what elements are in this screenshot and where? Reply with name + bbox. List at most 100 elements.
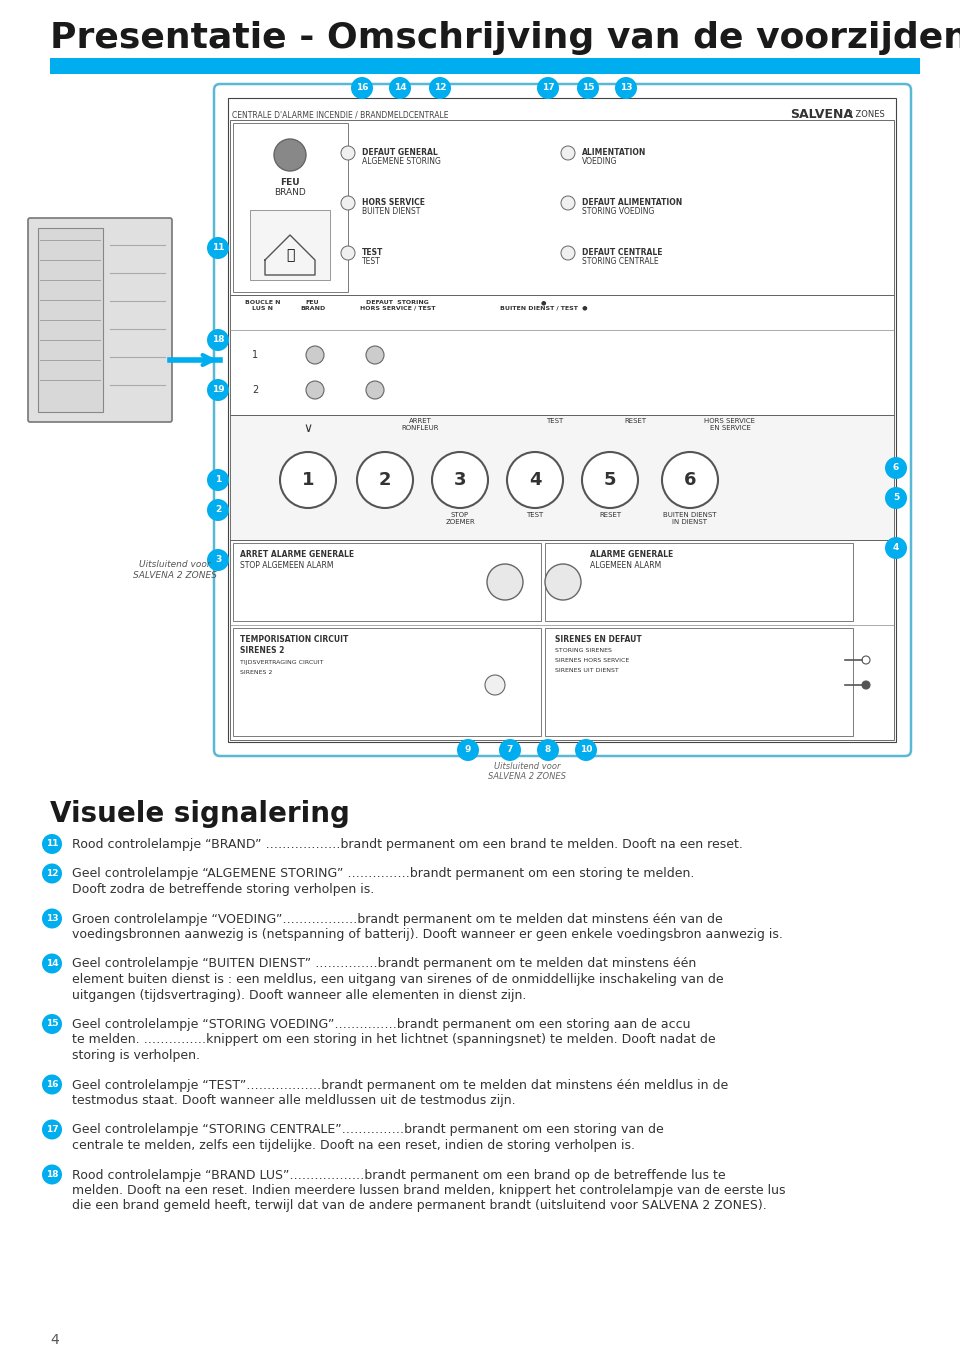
Text: 16: 16 [46, 1080, 59, 1089]
Circle shape [537, 77, 559, 99]
Text: STORING CENTRALE: STORING CENTRALE [582, 257, 659, 266]
Text: RESET: RESET [624, 419, 646, 424]
Text: te melden. ……………knippert om een storing in het lichtnet (spanningsnet) te melden: te melden. ……………knippert om een storing … [72, 1033, 715, 1046]
Circle shape [42, 863, 62, 883]
Circle shape [577, 77, 599, 99]
Circle shape [274, 139, 306, 171]
Bar [230, 295, 894, 414]
Text: BUITEN DIENST
IN DIENST: BUITEN DIENST IN DIENST [663, 512, 717, 525]
Text: VOEDING: VOEDING [582, 158, 617, 166]
Text: TEST: TEST [362, 257, 381, 266]
Text: BUITEN DIENST: BUITEN DIENST [362, 207, 420, 216]
Circle shape [582, 453, 638, 508]
Text: STORING SIRENES: STORING SIRENES [555, 648, 612, 654]
Circle shape [507, 453, 563, 508]
Text: FEU
BRAND: FEU BRAND [300, 300, 325, 311]
Text: TEMPORISATION CIRCUIT: TEMPORISATION CIRCUIT [240, 635, 348, 644]
Text: 14: 14 [394, 83, 406, 92]
Circle shape [42, 1120, 62, 1139]
Circle shape [207, 549, 229, 571]
Text: 10: 10 [580, 746, 592, 754]
Text: testmodus staat. Dooft wanneer alle meldlussen uit de testmodus zijn.: testmodus staat. Dooft wanneer alle meld… [72, 1094, 516, 1108]
Text: 14: 14 [46, 959, 59, 968]
Text: 18: 18 [46, 1170, 59, 1180]
Text: 19: 19 [212, 386, 225, 394]
Text: 🔥: 🔥 [286, 247, 294, 262]
Circle shape [207, 469, 229, 491]
Text: ALARME GENERALE: ALARME GENERALE [590, 550, 673, 559]
Bar [38, 228, 103, 412]
Text: voedingsbronnen aanwezig is (netspanning of batterij). Dooft wanneer er geen enk: voedingsbronnen aanwezig is (netspanning… [72, 928, 782, 940]
Text: STORING VOEDING: STORING VOEDING [582, 207, 655, 216]
Text: ●
BUITEN DIENST / TEST  ●: ● BUITEN DIENST / TEST ● [500, 300, 588, 311]
Circle shape [485, 675, 505, 694]
Circle shape [389, 77, 411, 99]
FancyBboxPatch shape [214, 84, 911, 756]
Circle shape [341, 246, 355, 260]
Text: 17: 17 [541, 83, 554, 92]
Text: 9: 9 [465, 746, 471, 754]
Bar [233, 124, 348, 292]
Text: 1: 1 [252, 351, 258, 360]
Circle shape [207, 236, 229, 260]
Circle shape [662, 453, 718, 508]
Text: 15: 15 [46, 1019, 59, 1029]
Text: Dooft zodra de betreffende storing verholpen is.: Dooft zodra de betreffende storing verho… [72, 883, 374, 896]
Text: TEST: TEST [362, 247, 383, 257]
Text: Geel controlelampje “ALGEMENE STORING” ……………brandt permanent om een storing te m: Geel controlelampje “ALGEMENE STORING” …… [72, 867, 694, 881]
Circle shape [306, 381, 324, 400]
Text: Uitsluitend voor
SALVENA 2 ZONES: Uitsluitend voor SALVENA 2 ZONES [488, 762, 566, 781]
Text: Rood controlelampje “BRAND LUS”………………brandt permanent om een brand op de betreff: Rood controlelampje “BRAND LUS”………………bra… [72, 1169, 726, 1181]
Circle shape [42, 954, 62, 973]
Text: melden. Dooft na een reset. Indien meerdere lussen brand melden, knippert het co: melden. Dooft na een reset. Indien meerd… [72, 1184, 785, 1197]
Bar [230, 540, 894, 741]
Text: Uitsluitend voor
SALVENA 2 ZONES: Uitsluitend voor SALVENA 2 ZONES [133, 560, 217, 580]
Text: uitgangen (tijdsvertraging). Dooft wanneer alle elementen in dienst zijn.: uitgangen (tijdsvertraging). Dooft wanne… [72, 988, 526, 1002]
Text: 2: 2 [379, 472, 392, 489]
Text: 15: 15 [582, 83, 594, 92]
Text: 2: 2 [215, 506, 221, 515]
Text: Geel controlelampje “TEST”………………brandt permanent om te melden dat minstens één m: Geel controlelampje “TEST”………………brandt p… [72, 1079, 729, 1091]
Circle shape [42, 1075, 62, 1094]
Text: SALVENA: SALVENA [790, 107, 853, 121]
Text: ALGEMEEN ALARM: ALGEMEEN ALARM [590, 561, 661, 569]
Text: SIRENES 2: SIRENES 2 [240, 670, 273, 675]
Text: 12: 12 [434, 83, 446, 92]
Bar [50, 58, 920, 73]
Circle shape [499, 739, 521, 761]
Circle shape [561, 246, 575, 260]
Text: 17: 17 [46, 1125, 59, 1133]
Circle shape [341, 145, 355, 160]
Text: ALIMENTATION: ALIMENTATION [582, 148, 646, 158]
Text: STOP ALGEMEEN ALARM: STOP ALGEMEEN ALARM [240, 561, 333, 569]
Text: Rood controlelampje “BRAND” ………………brandt permanent om een brand te melden. Dooft: Rood controlelampje “BRAND” ………………brandt… [72, 839, 743, 851]
Text: element buiten dienst is : een meldlus, een uitgang van sirenes of de onmiddelli: element buiten dienst is : een meldlus, … [72, 973, 724, 987]
Text: 2 ZONES: 2 ZONES [845, 110, 885, 120]
Circle shape [885, 457, 907, 478]
Bar [230, 120, 894, 295]
Text: storing is verholpen.: storing is verholpen. [72, 1049, 200, 1061]
Text: HORS SERVICE
EN SERVICE: HORS SERVICE EN SERVICE [705, 419, 756, 431]
Text: SIRENES 2: SIRENES 2 [240, 646, 284, 655]
Text: 4: 4 [50, 1333, 59, 1347]
Text: HORS SERVICE: HORS SERVICE [362, 198, 425, 207]
Text: die een brand gemeld heeft, terwijl dat van de andere permanent brandt (uitsluit: die een brand gemeld heeft, terwijl dat … [72, 1200, 767, 1212]
Text: CENTRALE D'ALARME INCENDIE / BRANDMELDCENTRALE: CENTRALE D'ALARME INCENDIE / BRANDMELDCE… [232, 110, 448, 120]
Circle shape [615, 77, 637, 99]
Text: ARRET ALARME GENERALE: ARRET ALARME GENERALE [240, 550, 354, 559]
Text: 13: 13 [620, 83, 633, 92]
Text: TEST: TEST [526, 512, 543, 518]
Circle shape [306, 347, 324, 364]
Text: 4: 4 [893, 544, 900, 553]
Text: DEFAUT CENTRALE: DEFAUT CENTRALE [582, 247, 662, 257]
Circle shape [537, 739, 559, 761]
Circle shape [885, 487, 907, 510]
Text: SIRENES UIT DIENST: SIRENES UIT DIENST [555, 669, 619, 673]
Text: Groen controlelampje “VOEDING”………………brandt permanent om te melden dat minstens é: Groen controlelampje “VOEDING”………………bran… [72, 912, 723, 925]
Text: FEU: FEU [280, 178, 300, 188]
Circle shape [42, 834, 62, 853]
Circle shape [561, 196, 575, 211]
Text: STOP
ZOEMER: STOP ZOEMER [445, 512, 475, 525]
Text: Presentatie - Omschrijving van de voorzijden: Presentatie - Omschrijving van de voorzi… [50, 20, 960, 54]
Text: 3: 3 [454, 472, 467, 489]
